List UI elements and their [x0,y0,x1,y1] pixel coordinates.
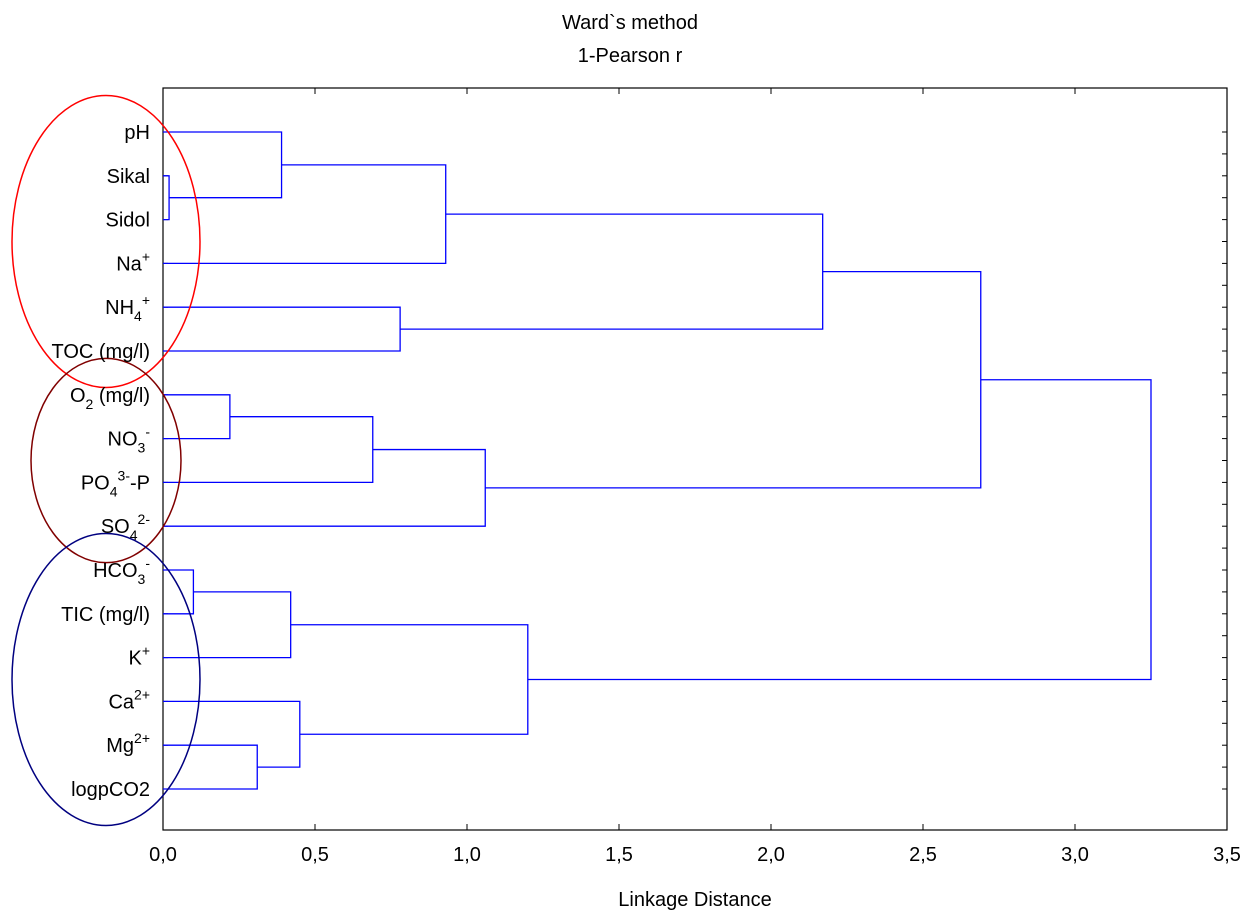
cluster-ellipses [11,94,201,827]
dendrogram-link [163,448,486,527]
dendrogram-link [163,700,301,768]
x-tick-label: 2,5 [909,844,937,866]
leaf-label: NH4+ [105,292,150,324]
leaf-label: PO43--P [81,467,150,499]
cluster-ellipse [11,532,201,827]
dendrogram-link [400,213,824,330]
leaf-label: NO3- [108,424,151,456]
x-tick-label: 1,5 [605,844,633,866]
dendrogram-links [163,131,1152,790]
leaf-label: pH [124,122,150,144]
dendrogram-link [290,624,529,735]
leaf-label: SO42- [101,511,150,543]
leaf-label: K+ [128,643,150,670]
leaf-label: Ca2+ [108,686,150,713]
chart-subtitle: 1-Pearson r [578,45,683,67]
leaf-labels: pH Sikal Sidol Na+ NH4+ TOC (mg/l) O2 (mg/l) NO… [51,122,150,801]
x-tick-label: 0,0 [149,844,177,866]
dendrogram-link [163,306,401,352]
dendrogram-link [163,744,258,790]
x-tick-label: 3,0 [1061,844,1089,866]
dendrogram-link [163,416,374,484]
dendrogram-link [527,379,1152,681]
leaf-label: Na+ [116,248,150,275]
leaf-label: TIC (mg/l) [61,604,150,626]
leaf-label: Sikal [107,166,150,188]
chart-title: Ward`s method [562,12,698,34]
x-tick-labels: 0,0 0,5 1,0 1,5 2,0 2,5 3,0 3,5 [149,844,1241,866]
leaf-label: logpCO2 [71,779,150,801]
dendrogram-link [163,175,170,221]
axis-ticks [162,88,1228,830]
leaf-label: TOC (mg/l) [51,341,150,363]
x-tick-label: 1,0 [453,844,481,866]
leaf-label: Sidol [106,210,150,232]
dendrogram-link [163,591,292,659]
dendrogram-link [485,270,982,489]
dendrogram-link [163,131,283,199]
leaf-label: Mg2+ [106,730,150,757]
x-axis-label: Linkage Distance [618,889,771,911]
leaf-label: O2 (mg/l) [70,385,150,412]
cluster-ellipse [30,357,182,564]
plot-frame [162,87,1228,831]
cluster-ellipse [11,94,201,389]
x-tick-label: 0,5 [301,844,329,866]
dendrogram-link [163,164,447,265]
leaf-label: HCO3- [93,555,150,587]
x-tick-label: 2,0 [757,844,785,866]
dendrogram-link [163,569,195,615]
x-tick-label: 3,5 [1213,844,1241,866]
